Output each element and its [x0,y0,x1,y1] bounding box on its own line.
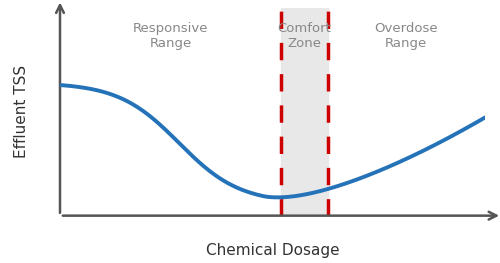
Bar [281,8,328,216]
Text: Overdose
Range: Overdose Range [374,22,438,50]
Text: Chemical Dosage: Chemical Dosage [206,243,340,258]
Text: Comfort
Zone: Comfort Zone [278,22,332,50]
Text: Responsive
Range: Responsive Range [133,22,208,50]
Text: Effluent TSS: Effluent TSS [14,65,30,158]
